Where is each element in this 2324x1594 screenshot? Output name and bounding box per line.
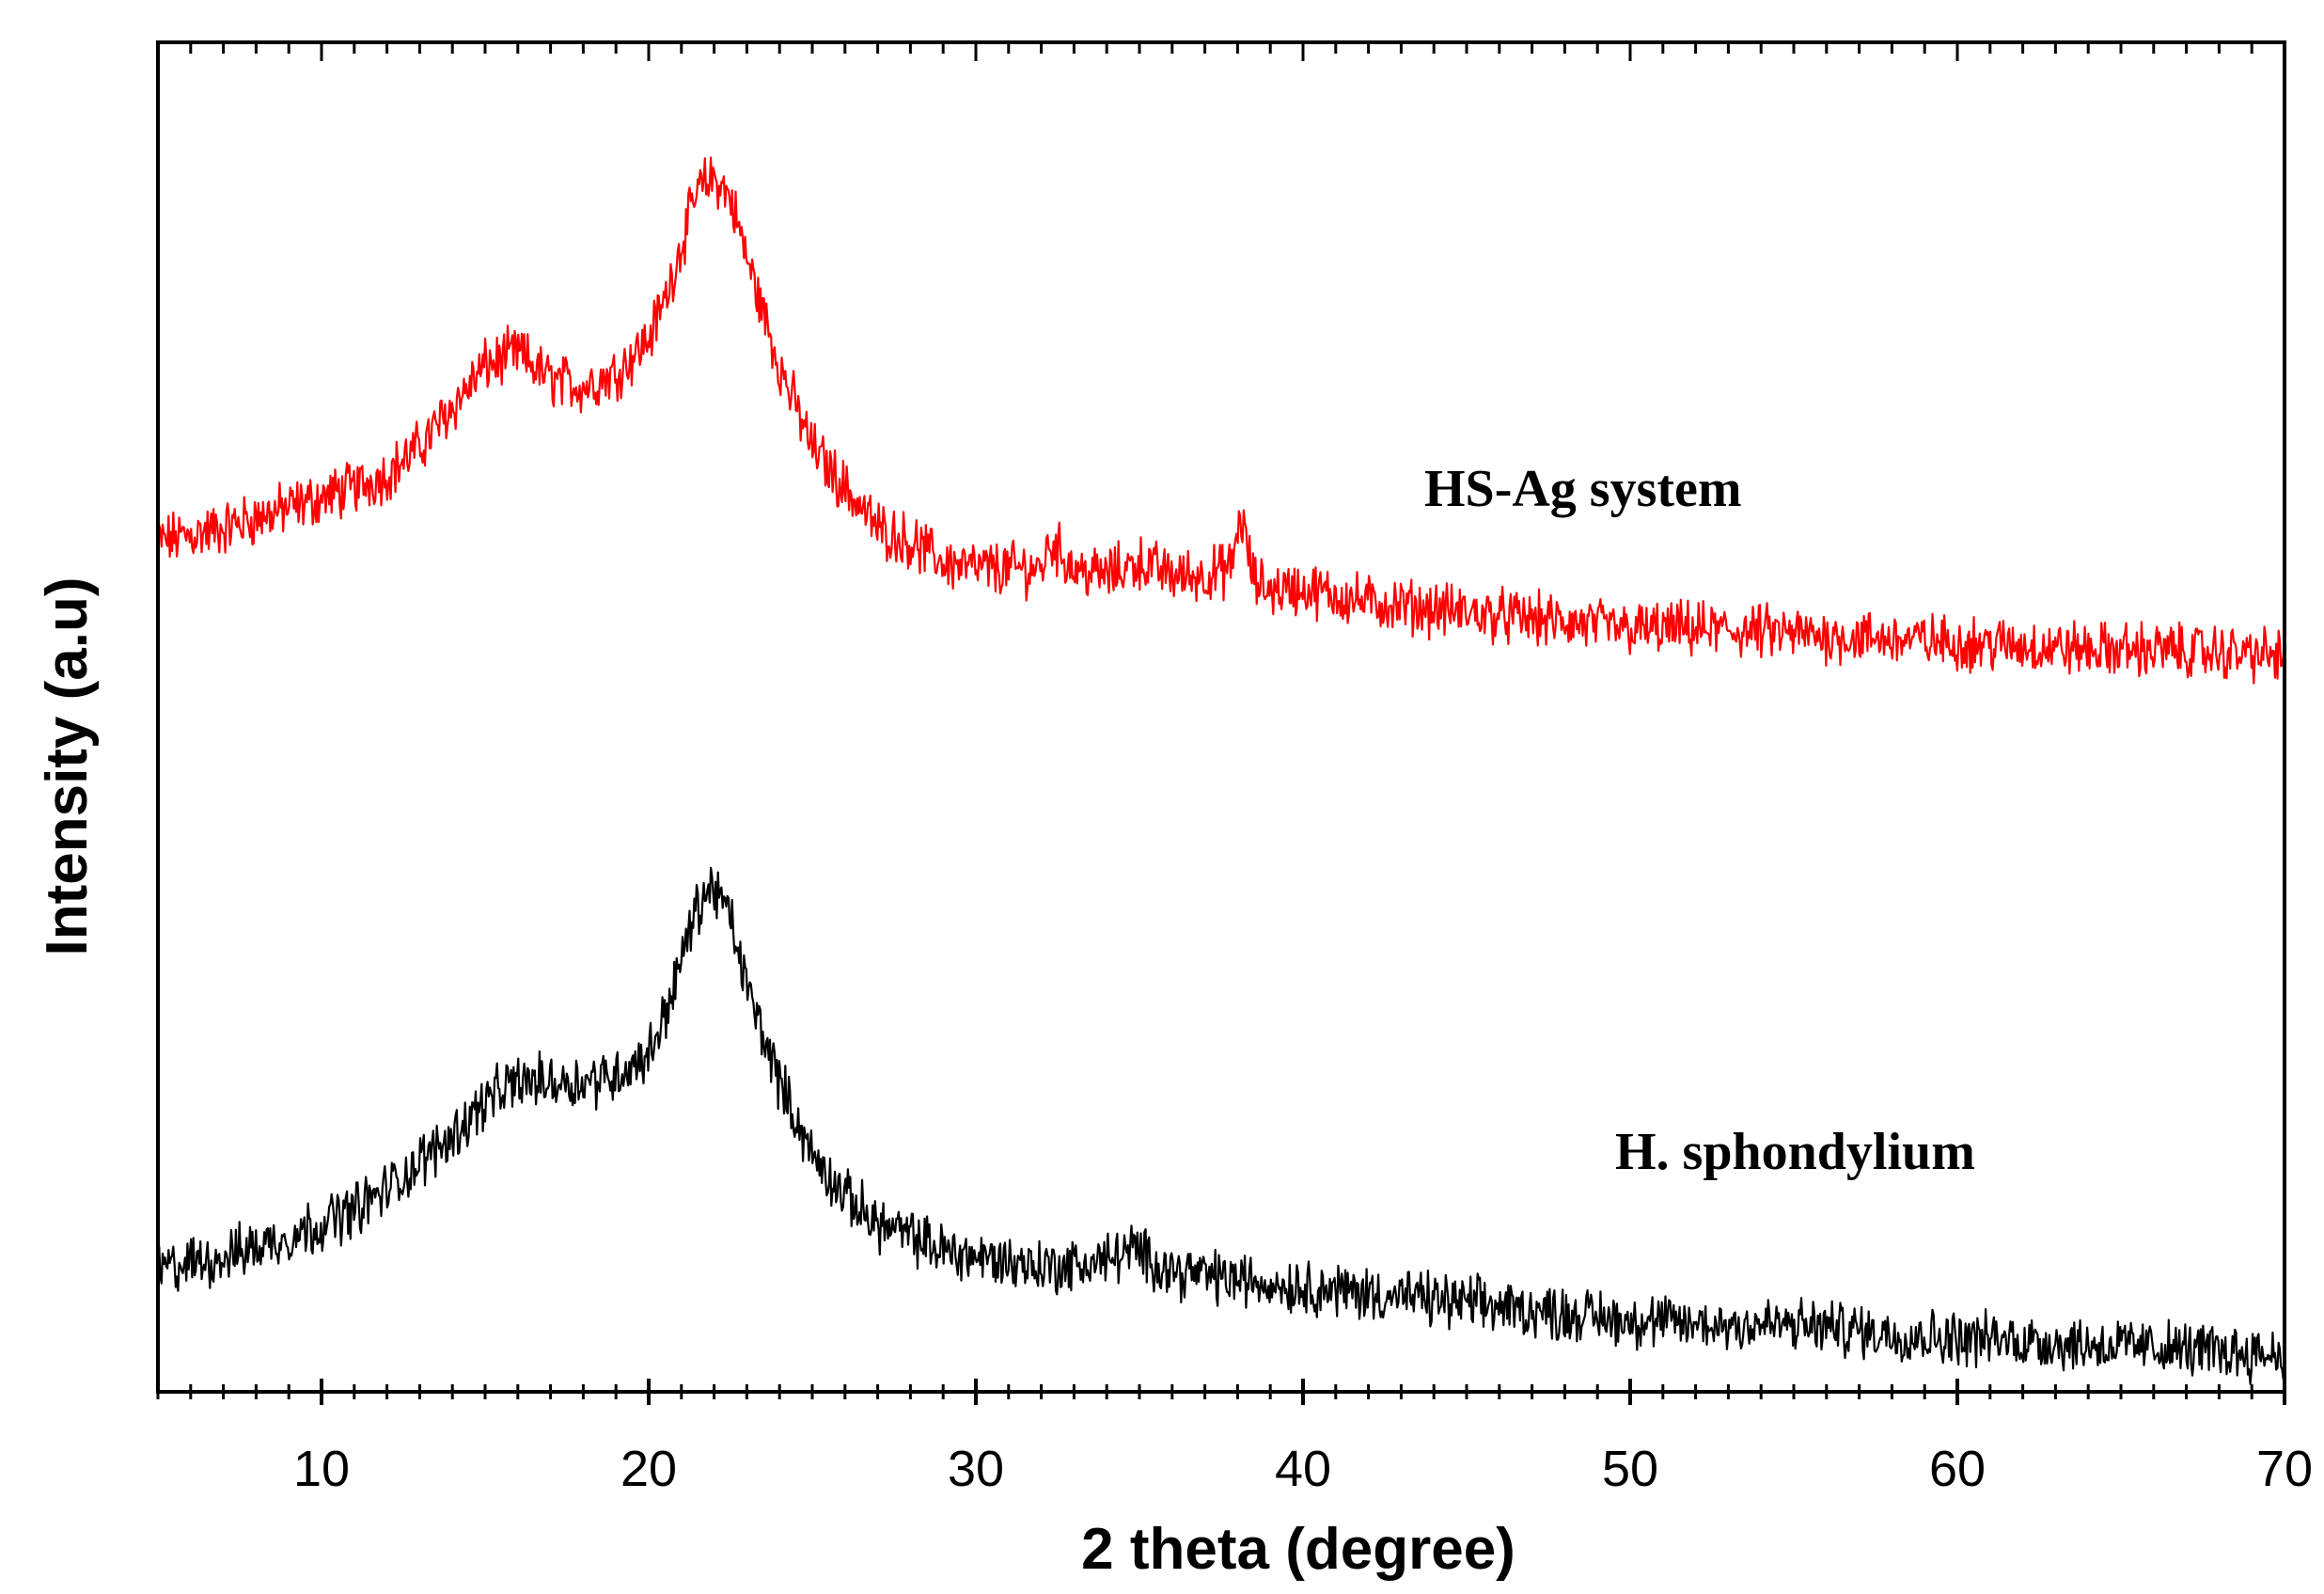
x-tick-label: 70 bbox=[2256, 1441, 2313, 1497]
x-axis-label: 2 theta (degree) bbox=[1081, 1517, 1515, 1582]
x-tick-labels: 10 20 30 40 50 60 70 bbox=[293, 1441, 2313, 1497]
x-tick-label: 30 bbox=[948, 1441, 1004, 1497]
ticks-layer bbox=[156, 42, 2286, 1405]
series-label-h-sphondylium: H. sphondylium bbox=[1615, 1123, 1975, 1181]
y-axis-label: Intensity (a.u) bbox=[35, 576, 100, 955]
series-line-h-sphondylium bbox=[156, 866, 2285, 1385]
plot-frame bbox=[156, 40, 2286, 1394]
x-tick-label: 10 bbox=[293, 1441, 350, 1497]
series-layer bbox=[156, 156, 2286, 1385]
x-tick-label: 20 bbox=[620, 1441, 677, 1497]
x-tick-label: 60 bbox=[1929, 1441, 1986, 1497]
x-tick-label: 50 bbox=[1602, 1441, 1658, 1497]
series-label-hs-ag: HS-Ag system bbox=[1424, 460, 1742, 518]
x-tick-label: 40 bbox=[1275, 1441, 1331, 1497]
series-line-hs-ag bbox=[156, 156, 2286, 685]
